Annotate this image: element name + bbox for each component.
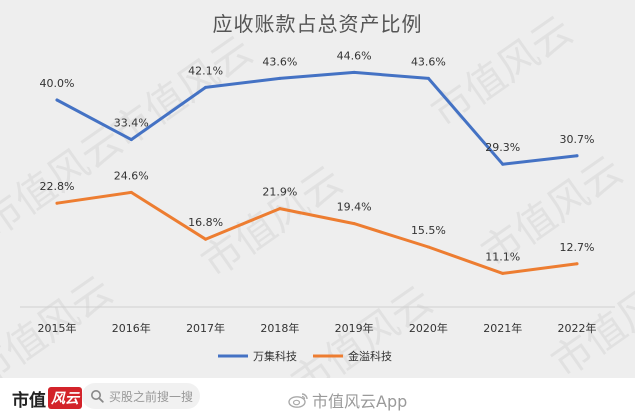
data-point <box>426 76 430 80</box>
search-box[interactable]: 买股之前搜一搜 <box>82 383 200 409</box>
x-tick-label: 2015年 <box>38 321 77 335</box>
data-point <box>352 70 356 74</box>
chart-card: 应收账款占总资产比例 市值风云 市值风云 市值风云 市值风云 市值风云 市值风云… <box>0 0 635 407</box>
series-line-1 <box>55 70 579 166</box>
data-point <box>352 222 356 226</box>
data-label: 43.6% <box>411 55 446 68</box>
legend-label: 金溢科技 <box>348 349 392 363</box>
app-credit-text: 市值风云App <box>312 392 408 411</box>
data-point <box>55 201 59 205</box>
data-point <box>575 154 579 158</box>
data-label: 44.6% <box>337 49 372 62</box>
search-icon <box>91 390 104 403</box>
data-label: 33.4% <box>114 117 149 130</box>
data-point <box>426 245 430 249</box>
data-label: 15.5% <box>411 224 446 237</box>
data-point <box>204 237 208 241</box>
data-label: 16.8% <box>188 216 223 229</box>
brand-stamp: 风云 <box>48 387 82 409</box>
data-point <box>129 190 133 194</box>
data-label: 19.4% <box>337 201 372 214</box>
data-point <box>278 207 282 211</box>
brand-logo: 市值 风云 <box>12 384 82 412</box>
data-label: 29.3% <box>485 141 520 154</box>
data-point <box>129 138 133 142</box>
data-label: 30.7% <box>560 133 595 146</box>
data-label: 22.8% <box>40 180 75 193</box>
x-tick-label: 2021年 <box>483 321 522 335</box>
data-label: 12.7% <box>560 241 595 254</box>
x-tick-label: 2017年 <box>186 321 225 335</box>
x-tick-label: 2019年 <box>335 321 374 335</box>
data-point <box>575 262 579 266</box>
line-chart: 2015年 2016年 2017年 2018年 2019年 2020年 2021年 2022年… <box>20 49 615 363</box>
legend-label: 万集科技 <box>253 349 297 363</box>
series-line-2 <box>55 190 579 275</box>
data-label: 21.9% <box>262 186 297 199</box>
data-point <box>278 76 282 80</box>
data-point <box>501 271 505 275</box>
data-point <box>204 85 208 89</box>
chart-title: 应收账款占总资产比例 <box>212 12 423 36</box>
footer-bar: 市值 风云 买股之前搜一搜 市值风云App <box>0 378 635 418</box>
data-point <box>501 162 505 166</box>
weibo-icon <box>288 393 308 408</box>
search-placeholder: 买股之前搜一搜 <box>109 389 194 404</box>
x-tick-label: 2018年 <box>260 321 299 335</box>
data-label: 43.6% <box>262 55 297 68</box>
brand-name: 市值 <box>12 390 46 411</box>
data-point <box>55 98 59 102</box>
data-label: 40.0% <box>40 77 75 90</box>
data-label: 11.1% <box>485 250 520 263</box>
data-label: 42.1% <box>188 64 223 77</box>
x-tick-label: 2020年 <box>409 321 448 335</box>
x-tick-label: 2016年 <box>112 321 151 335</box>
data-label: 24.6% <box>114 169 149 182</box>
x-tick-label: 2022年 <box>558 321 597 335</box>
app-credit: 市值风云App <box>288 388 407 412</box>
